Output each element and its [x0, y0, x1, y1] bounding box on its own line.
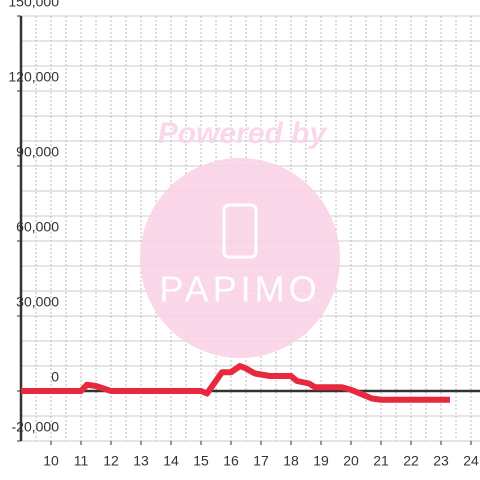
x-tick-label: 23 — [433, 453, 449, 469]
y-tick-label: 60,000 — [16, 219, 59, 235]
x-tick-label: 12 — [103, 453, 119, 469]
x-tick-label: 15 — [193, 453, 209, 469]
y-tick-label: 120,000 — [8, 69, 59, 85]
x-tick-label: 24 — [463, 453, 479, 469]
x-tick-label: 21 — [373, 453, 389, 469]
y-tick-label: 30,000 — [16, 294, 59, 310]
x-tick-label: 16 — [223, 453, 239, 469]
x-tick-label: 22 — [403, 453, 419, 469]
x-tick-label: 18 — [283, 453, 299, 469]
watermark-text: Powered by — [158, 117, 328, 150]
x-tick-label: 20 — [343, 453, 359, 469]
x-tick-label: 14 — [163, 453, 179, 469]
watermark: Powered by PAPIMO — [140, 117, 340, 358]
line — [21, 363, 450, 403]
x-tick-label: 11 — [74, 453, 89, 469]
x-tick-label: 19 — [313, 453, 329, 469]
x-tick-label: 13 — [133, 453, 149, 469]
x-tick-label: 10 — [43, 453, 59, 469]
watermark-logo: PAPIMO — [159, 269, 320, 310]
watermark-phone — [222, 203, 258, 259]
y-tick-label: 0 — [51, 369, 59, 385]
y-tick-label: -20,000 — [12, 419, 60, 435]
y-tick-label: 150,000 — [8, 0, 59, 10]
x-tick-label: 17 — [253, 453, 269, 469]
y-tick-label: 90,000 — [16, 144, 59, 160]
